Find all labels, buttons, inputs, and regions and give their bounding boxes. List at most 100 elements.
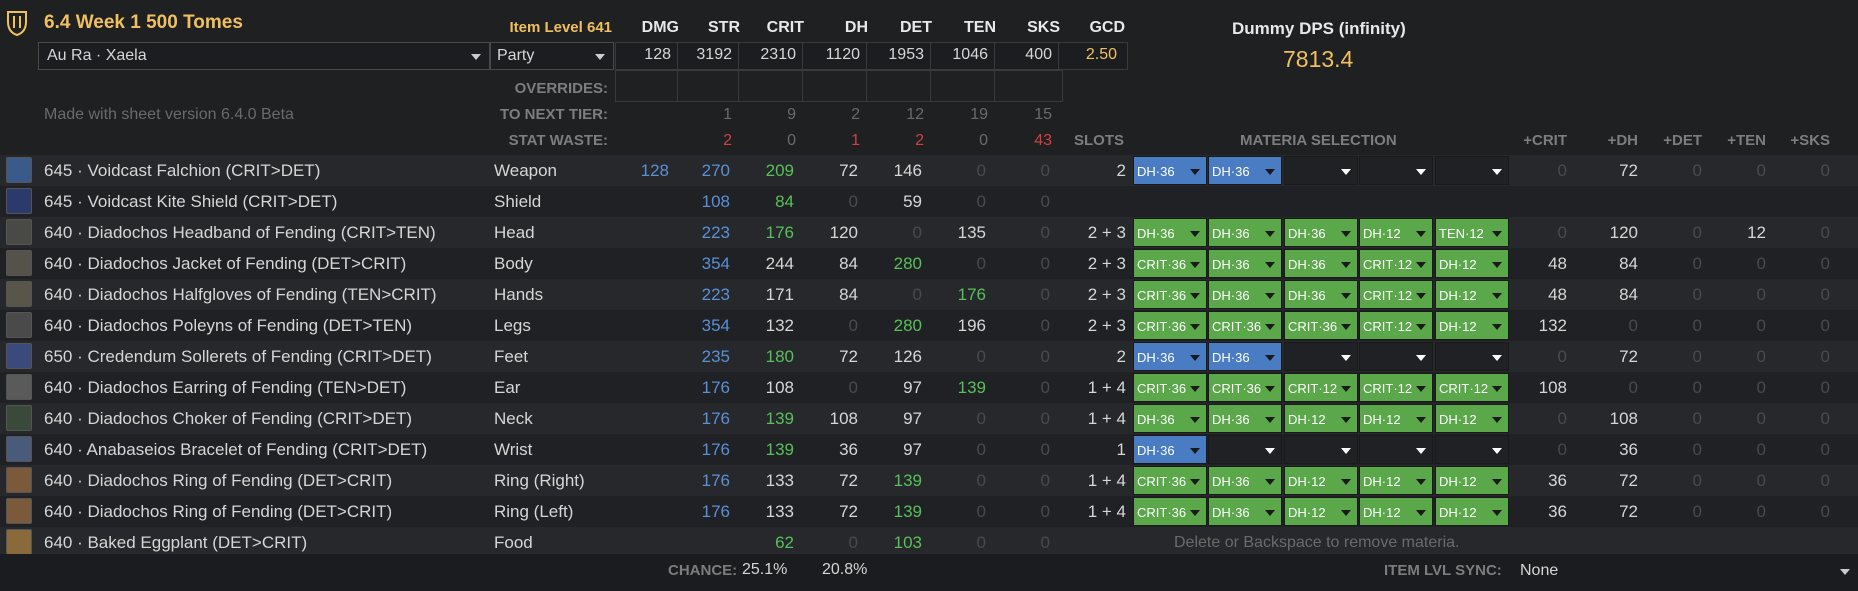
item-stat-det: 103 bbox=[893, 533, 922, 552]
materia-select[interactable] bbox=[1359, 342, 1433, 371]
item-icon bbox=[6, 467, 32, 493]
materia-select[interactable]: DH·12 bbox=[1359, 218, 1433, 247]
stat-header-dmg: DMG bbox=[641, 19, 679, 36]
materia-select[interactable] bbox=[1435, 156, 1509, 185]
materia-select[interactable]: DH·12 bbox=[1435, 249, 1509, 278]
materia-select[interactable]: DH·36 bbox=[1208, 218, 1282, 247]
item-level-sync-select[interactable]: None bbox=[1512, 558, 1858, 585]
materia-select[interactable]: CRIT·36 bbox=[1133, 280, 1207, 309]
next-tier-value: 12 bbox=[906, 106, 924, 123]
materia-select[interactable]: CRIT·36 bbox=[1133, 373, 1207, 402]
bonus-value: 36 bbox=[1548, 502, 1567, 521]
item-stat-str: 176 bbox=[701, 378, 730, 397]
party-select[interactable]: Party bbox=[490, 42, 614, 70]
materia-select[interactable]: TEN·12 bbox=[1435, 218, 1509, 247]
materia-select[interactable]: DH·36 bbox=[1208, 249, 1282, 278]
materia-select[interactable]: DH·12 bbox=[1435, 311, 1509, 340]
materia-select[interactable]: DH·36 bbox=[1133, 218, 1207, 247]
materia-label: CRIT·12 bbox=[1363, 381, 1413, 396]
override-input-sks[interactable] bbox=[935, 72, 993, 100]
materia-select[interactable]: DH·36 bbox=[1208, 156, 1282, 185]
item-stat-crit: 62 bbox=[775, 533, 794, 552]
item-select[interactable]: 640 · Diadochos Ring of Fending (DET>CRI… bbox=[38, 465, 490, 496]
item-select[interactable]: 650 · Credendum Sollerets of Fending (CR… bbox=[38, 341, 490, 372]
item-select[interactable]: 645 · Voidcast Falchion (CRIT>DET) bbox=[38, 155, 490, 186]
materia-select[interactable]: DH·36 bbox=[1208, 497, 1282, 526]
materia-select[interactable] bbox=[1284, 435, 1358, 464]
materia-select[interactable]: CRIT·36 bbox=[1284, 311, 1358, 340]
materia-select[interactable]: CRIT·36 bbox=[1208, 373, 1282, 402]
materia-select[interactable]: CRIT·36 bbox=[1133, 466, 1207, 495]
gearset-title[interactable]: 6.4 Week 1 500 Tomes bbox=[44, 12, 243, 33]
materia-select[interactable]: DH·36 bbox=[1208, 404, 1282, 433]
materia-select[interactable] bbox=[1284, 342, 1358, 371]
item-stat-ten: 0 bbox=[976, 440, 986, 459]
materia-select[interactable] bbox=[1208, 435, 1282, 464]
materia-select[interactable] bbox=[1359, 435, 1433, 464]
item-select[interactable]: 640 · Anabaseios Bracelet of Fending (CR… bbox=[38, 434, 490, 465]
item-select[interactable]: 640 · Diadochos Poleyns of Fending (DET>… bbox=[38, 310, 490, 341]
materia-select[interactable] bbox=[1284, 156, 1358, 185]
materia-select[interactable]: DH·36 bbox=[1208, 342, 1282, 371]
item-select[interactable]: 640 · Diadochos Earring of Fending (TEN>… bbox=[38, 372, 490, 403]
item-stat-det: 0 bbox=[912, 285, 922, 304]
materia-select[interactable]: CRIT·12 bbox=[1359, 249, 1433, 278]
override-input-str[interactable] bbox=[618, 72, 676, 100]
materia-select[interactable]: CRIT·36 bbox=[1208, 311, 1282, 340]
materia-select[interactable]: CRIT·12 bbox=[1435, 373, 1509, 402]
materia-select[interactable]: CRIT·12 bbox=[1359, 373, 1433, 402]
race-select[interactable]: Au Ra · Xaela bbox=[38, 42, 490, 70]
materia-select[interactable]: CRIT·12 bbox=[1359, 280, 1433, 309]
materia-select[interactable]: DH·36 bbox=[1133, 156, 1207, 185]
materia-select[interactable]: DH·36 bbox=[1284, 280, 1358, 309]
item-select[interactable]: 645 · Voidcast Kite Shield (CRIT>DET) bbox=[38, 186, 490, 217]
materia-select[interactable]: DH·12 bbox=[1435, 404, 1509, 433]
materia-select[interactable]: CRIT·12 bbox=[1284, 373, 1358, 402]
materia-select[interactable]: DH·36 bbox=[1208, 280, 1282, 309]
materia-select[interactable]: CRIT·36 bbox=[1133, 249, 1207, 278]
override-input-ten[interactable] bbox=[871, 72, 929, 100]
materia-select[interactable]: DH·12 bbox=[1435, 466, 1509, 495]
item-select[interactable]: 640 · Diadochos Jacket of Fending (DET>C… bbox=[38, 248, 490, 279]
item-stat-det: 280 bbox=[893, 254, 922, 273]
item-stat-dh: 72 bbox=[839, 502, 858, 521]
materia-select[interactable]: CRIT·36 bbox=[1133, 311, 1207, 340]
item-stat-dmg bbox=[617, 248, 669, 279]
materia-select[interactable]: CRIT·12 bbox=[1359, 311, 1433, 340]
materia-select[interactable]: DH·12 bbox=[1284, 466, 1358, 495]
materia-select[interactable] bbox=[1359, 156, 1433, 185]
item-select[interactable]: 640 · Diadochos Choker of Fending (CRIT>… bbox=[38, 403, 490, 434]
materia-select[interactable]: DH·36 bbox=[1208, 466, 1282, 495]
materia-select[interactable]: DH·12 bbox=[1359, 404, 1433, 433]
bonus-value: 0 bbox=[1756, 347, 1766, 366]
materia-select[interactable]: DH·12 bbox=[1435, 497, 1509, 526]
materia-select[interactable]: DH·12 bbox=[1284, 404, 1358, 433]
materia-select[interactable]: DH·36 bbox=[1284, 249, 1358, 278]
chevron-down-icon bbox=[1416, 386, 1426, 392]
item-select[interactable]: 640 · Diadochos Ring of Fending (DET>CRI… bbox=[38, 496, 490, 527]
item-stat-sks: 0 bbox=[1040, 409, 1050, 428]
materia-select[interactable]: DH·36 bbox=[1284, 218, 1358, 247]
materia-label: CRIT·36 bbox=[1137, 319, 1187, 334]
item-select[interactable]: 640 · Baked Eggplant (DET>CRIT) bbox=[38, 527, 490, 558]
materia-select[interactable]: DH·12 bbox=[1359, 466, 1433, 495]
materia-select[interactable]: DH·12 bbox=[1435, 280, 1509, 309]
materia-select[interactable]: DH·36 bbox=[1133, 404, 1207, 433]
override-input-dh[interactable] bbox=[743, 72, 801, 100]
overrides-box[interactable] bbox=[615, 70, 1063, 102]
item-select[interactable]: 640 · Diadochos Headband of Fending (CRI… bbox=[38, 217, 490, 248]
item-slot: Wrist bbox=[494, 440, 533, 459]
bonus-value: 0 bbox=[1756, 285, 1766, 304]
item-select[interactable]: 640 · Diadochos Halfgloves of Fending (T… bbox=[38, 279, 490, 310]
materia-select[interactable]: DH·12 bbox=[1284, 497, 1358, 526]
stat-total-gcd: 2.50 bbox=[1085, 46, 1117, 63]
materia-select[interactable]: DH·36 bbox=[1133, 435, 1207, 464]
override-input-gcd[interactable] bbox=[999, 72, 1057, 100]
override-input-det[interactable] bbox=[807, 72, 865, 100]
materia-select[interactable] bbox=[1435, 435, 1509, 464]
materia-select[interactable]: DH·36 bbox=[1133, 342, 1207, 371]
materia-select[interactable]: CRIT·36 bbox=[1133, 497, 1207, 526]
materia-select[interactable]: DH·12 bbox=[1359, 497, 1433, 526]
override-input-crit[interactable] bbox=[679, 72, 737, 100]
materia-select[interactable] bbox=[1435, 342, 1509, 371]
